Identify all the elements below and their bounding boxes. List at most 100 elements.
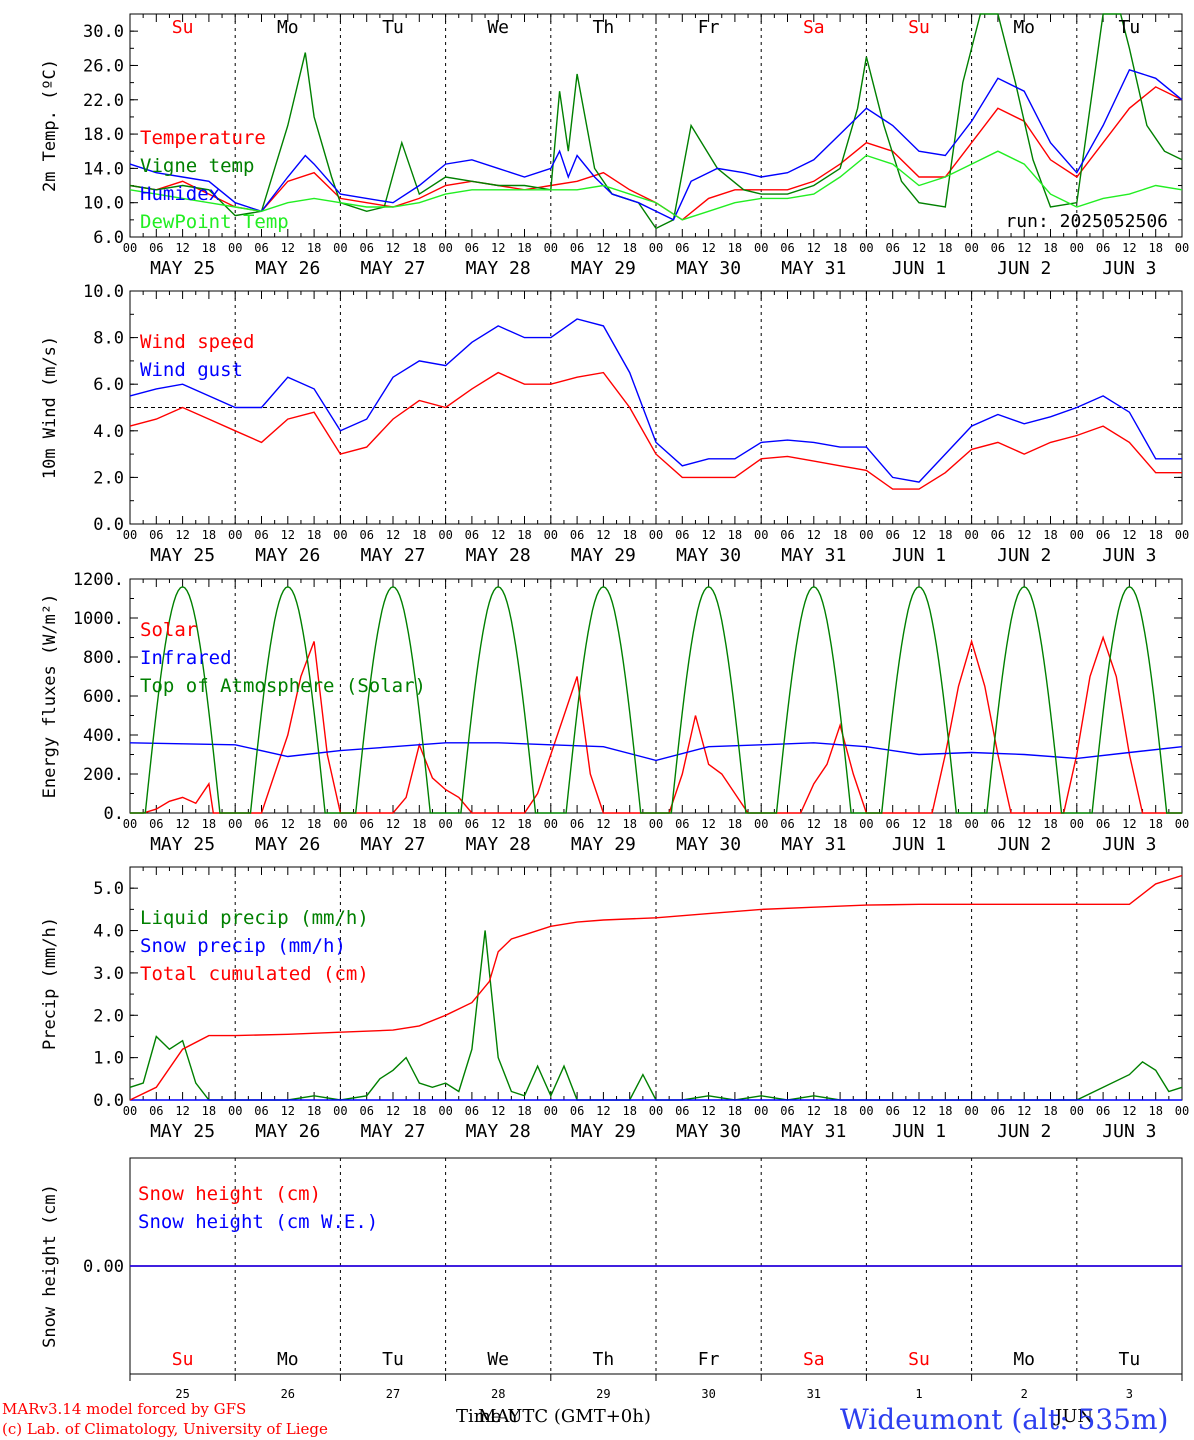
snow-day-number: 3 [1126,1387,1133,1401]
precip-date-label: JUN 1 [892,1121,946,1142]
energy-hour-label: 00 [123,817,137,831]
energy-hour-label: 12 [807,817,821,831]
snow-weekday-label: We [487,1349,509,1370]
wind-date-label: JUN 2 [997,545,1051,566]
energy-hour-label: 06 [359,817,373,831]
precip-ytick-label: 3.0 [93,964,124,984]
temp-hour-label: 12 [491,241,505,255]
energy-hour-label: 00 [754,817,768,831]
temp-date-label: MAY 30 [676,258,741,279]
precip-ytick-label: 1.0 [93,1049,124,1069]
precip-hour-label: 06 [149,1104,163,1118]
snow-legend-snow-height-cm-: Snow height (cm) [138,1183,321,1205]
temp-hour-label: 06 [570,241,584,255]
energy-ytick-label: 0. [104,804,124,824]
temp-weekday-label: We [487,17,509,38]
wind-hour-label: 06 [570,528,584,542]
energy-hour-label: 00 [438,817,452,831]
wind-hour-label: 00 [649,528,663,542]
wind-date-label: MAY 28 [466,545,531,566]
precip-legend-snow-precip-mm-h-: Snow precip (mm/h) [140,935,346,957]
energy-series-top-of-atmosphere-solar- [130,586,1182,814]
wind-hour-label: 06 [149,528,163,542]
precip-hour-label: 06 [991,1104,1005,1118]
temp-weekday-label: Mo [1013,17,1035,38]
snow-day-number: 2 [1021,1387,1028,1401]
wind-legend-wind-speed: Wind speed [140,331,254,353]
energy-ytick-label: 1000. [73,609,124,629]
precip-hour-label: 00 [1070,1104,1084,1118]
snow-weekday-label: Fr [698,1349,720,1370]
precip-hour-label: 12 [175,1104,189,1118]
energy-date-label: MAY 25 [150,834,215,855]
wind-ytick-label: 6.0 [93,375,124,395]
snow-weekday-label: Su [908,1349,930,1370]
energy-hour-label: 18 [728,817,742,831]
temp-hour-label: 00 [859,241,873,255]
wind-ytick-label: 10.0 [83,282,124,302]
temp-date-label: MAY 25 [150,258,215,279]
energy-date-label: MAY 26 [255,834,320,855]
temp-hour-label: 18 [1148,241,1162,255]
temp-series-humidex [129,68,1183,221]
energy-hour-label: 12 [386,817,400,831]
lab-credit: (c) Lab. of Climatology, University of L… [2,1420,328,1438]
wind-hour-label: 18 [1148,528,1162,542]
temp-ytick-label: 26.0 [83,56,124,76]
precip-hour-label: 00 [1175,1104,1189,1118]
energy-date-label: JUN 1 [892,834,946,855]
wind-date-label: MAY 29 [571,545,636,566]
precip-hour-label: 06 [359,1104,373,1118]
precip-hour-label: 06 [254,1104,268,1118]
energy-hour-label: 12 [1122,817,1136,831]
energy-hour-label: 00 [859,817,873,831]
precip-hour-label: 12 [912,1104,926,1118]
snow-day-number: 1 [915,1387,922,1401]
station-name: Wideumont (alt: 535m) [840,1403,1169,1436]
wind-hour-label: 18 [307,528,321,542]
energy-series-infrared [129,742,1183,762]
wind-hour-label: 06 [780,528,794,542]
temp-date-label: MAY 29 [571,258,636,279]
energy-hour-label: 06 [780,817,794,831]
energy-legend-infrared: Infrared [140,647,232,669]
temp-weekday-label: Tu [382,17,404,38]
wind-series-wind-speed [129,371,1182,490]
wind-hour-label: 18 [938,528,952,542]
wind-hour-label: 00 [123,528,137,542]
wind-hour-label: 00 [438,528,452,542]
precip-hour-label: 12 [701,1104,715,1118]
precip-date-label: MAY 30 [676,1121,741,1142]
temp-hour-label: 06 [991,241,1005,255]
temp-series-vigne-temp [129,13,1183,230]
precip-hour-label: 12 [807,1104,821,1118]
energy-hour-label: 06 [254,817,268,831]
temp-hour-label: 00 [544,241,558,255]
snow-weekday-label: Sa [803,1349,825,1370]
temp-hour-label: 00 [754,241,768,255]
energy-hour-label: 12 [491,817,505,831]
precip-hour-label: 00 [859,1104,873,1118]
temp-hour-label: 12 [1017,241,1031,255]
energy-date-label: JUN 2 [997,834,1051,855]
energy-hour-label: 12 [1017,817,1031,831]
precip-legend-liquid-precip-mm-h-: Liquid precip (mm/h) [140,907,369,929]
temp-hour-label: 12 [701,241,715,255]
temp-hour-label: 12 [912,241,926,255]
temp-hour-label: 06 [254,241,268,255]
temp-legend-humidex: Humidex [140,183,220,205]
temp-legend-vigne-temp: Vigne temp [140,155,254,177]
wind-hour-label: 12 [1122,528,1136,542]
temp-weekday-label: Mo [277,17,299,38]
energy-hour-label: 06 [885,817,899,831]
temp-date-label: MAY 31 [781,258,846,279]
temp-hour-label: 12 [281,241,295,255]
precip-hour-label: 18 [728,1104,742,1118]
precip-date-label: MAY 28 [466,1121,531,1142]
precip-hour-label: 06 [885,1104,899,1118]
temp-weekday-label: Su [172,17,194,38]
wind-ylabel: 10m Wind (m/s) [40,336,60,479]
precip-hour-label: 12 [491,1104,505,1118]
temp-ylabel: 2m Temp. (ºC) [40,59,60,192]
